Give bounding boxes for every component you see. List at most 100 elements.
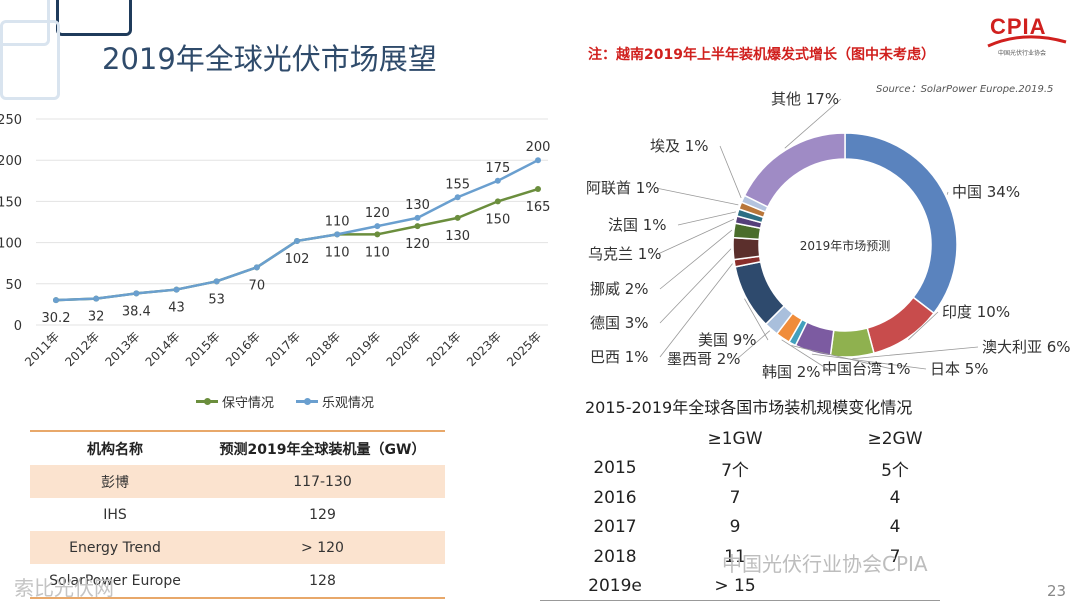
table-header-cell: 预测2019年全球装机量（GW） — [219, 441, 426, 458]
x-tick-label: 2021年 — [424, 329, 464, 369]
table-row: 2018 11 7 — [575, 542, 975, 572]
leader-line — [781, 339, 833, 373]
data-label: 110 — [325, 245, 350, 260]
x-tick-label: 2012年 — [62, 329, 102, 369]
x-tick-label: 2017年 — [263, 329, 303, 369]
leader-line — [657, 218, 735, 255]
table-row: IHS 129 — [30, 498, 445, 531]
slice-label: 墨西哥 2% — [667, 350, 741, 368]
data-label: 53 — [208, 292, 225, 307]
table-cell: > 15 — [714, 576, 756, 597]
decor-square-light — [0, 0, 50, 46]
logo-swoosh-icon — [987, 35, 1067, 48]
table-header-cell: 机构名称 — [87, 441, 143, 458]
table-cell: 117-130 — [293, 473, 352, 490]
table-row: 2019e > 15 — [575, 572, 975, 602]
table-cell: IHS — [103, 506, 127, 523]
table-row: SolarPower Europe 128 — [30, 564, 445, 597]
data-label: 110 — [325, 214, 350, 229]
slice-label: 德国 3% — [590, 314, 649, 332]
slice-label: 中国 34% — [952, 183, 1020, 201]
x-tick-label: 2018年 — [303, 329, 343, 369]
data-point — [213, 278, 220, 285]
data-label: 130 — [405, 198, 430, 213]
leader-line — [719, 145, 742, 199]
x-tick-label: 2015年 — [183, 329, 223, 369]
data-label: 120 — [405, 237, 430, 252]
decor-square-dark — [56, 0, 132, 36]
table-cell: SolarPower Europe — [49, 572, 181, 589]
table-row: 2015 7个 5个 — [575, 454, 975, 484]
table-header-cell: ≥1GW — [707, 428, 763, 449]
decor-square-light-2 — [0, 20, 60, 100]
slice-label: 中国台湾 1% — [822, 360, 911, 378]
corner-watermark: 索比光伏网 — [14, 576, 114, 600]
y-tick-label: 250 — [0, 113, 22, 128]
table-cell: 彭博 — [101, 474, 129, 491]
data-point — [494, 177, 501, 184]
x-tick-label: 2023年 — [464, 329, 504, 369]
leader-line — [655, 187, 739, 206]
market-table-title: 2015-2019年全球各国市场装机规模变化情况 — [585, 398, 913, 417]
slide-note: 注：越南2019年上半年装机爆发式增长（图中未考虑） — [588, 47, 935, 63]
logo-text: CPIA — [990, 14, 1047, 39]
data-label: 38.4 — [122, 304, 151, 319]
page-number: 23 — [1047, 582, 1067, 600]
data-label: 30.2 — [42, 311, 71, 326]
legend-item-conservative: 保守情况 — [196, 392, 274, 411]
leader-line — [946, 191, 949, 195]
table-cell: 7个 — [721, 460, 749, 481]
data-label: 175 — [485, 161, 510, 176]
donut-slice — [829, 327, 875, 358]
leader-line — [791, 345, 893, 370]
donut-center-title: 2019年市场预测 — [800, 238, 891, 253]
x-tick-label: 2011年 — [22, 329, 62, 369]
table-row: 2016 7 4 — [575, 483, 975, 513]
data-label: 150 — [485, 212, 510, 227]
table-bottom-rule — [30, 597, 445, 599]
legend-swatch-optimistic — [296, 398, 319, 405]
logo-subtext: 中国光伏行业协会 — [998, 50, 1047, 57]
table-cell: 2019e — [588, 576, 642, 597]
table-cell: 129 — [309, 506, 336, 523]
data-point — [454, 194, 461, 201]
line-chart: 0 50 100 150 200 250 2011年 2012年 2013年 2014年 2015年… — [0, 113, 551, 369]
slide-title: 2019年全球光伏市场展望 — [102, 42, 437, 76]
x-tick-label: 2014年 — [143, 329, 183, 369]
market-table-header-row: ≥1GW ≥2GW — [575, 424, 975, 454]
data-label: 165 — [526, 200, 551, 215]
data-point — [374, 223, 381, 230]
leader-line — [811, 353, 927, 370]
table-cell: 7 — [729, 487, 741, 508]
table-row: 彭博 117-130 — [30, 465, 445, 498]
market-size-table: 2015-2019年全球各国市场装机规模变化情况 ≥1GW ≥2GW 2015 … — [575, 396, 975, 601]
slice-label: 日本 5% — [930, 360, 989, 378]
slice-label: 澳大利亚 6% — [982, 338, 1071, 356]
table-header-cell: ≥2GW — [867, 428, 923, 449]
table-cell: 5个 — [881, 460, 909, 481]
table-cell: 2018 — [593, 546, 637, 567]
data-point — [334, 231, 341, 238]
table-cell: 4 — [889, 487, 901, 508]
x-tick-label: 2020年 — [384, 329, 424, 369]
slice-label: 乌克兰 1% — [588, 245, 662, 263]
table-cell: 9 — [729, 517, 741, 538]
source-text: Source：SolarPower Europe.2019.5 — [876, 84, 1054, 95]
market-table-bottom-rule — [540, 600, 940, 601]
data-point — [494, 198, 501, 205]
donut-slice — [732, 236, 761, 261]
data-label: 120 — [365, 206, 390, 221]
table-cell: 2017 — [593, 517, 637, 538]
x-tick-label: 2016年 — [223, 329, 263, 369]
y-tick-label: 200 — [0, 154, 22, 169]
slice-label: 阿联酋 1% — [586, 179, 660, 197]
leader-line — [852, 346, 979, 360]
leader-line — [677, 211, 736, 226]
leader-line — [659, 248, 732, 324]
cpia-logo: CPIA 中国光伏行业协会 — [984, 12, 1070, 62]
leader-line — [784, 98, 842, 149]
table-cell: Energy Trend — [69, 539, 161, 556]
legend-item-optimistic: 乐观情况 — [296, 392, 374, 411]
table-cell: 128 — [309, 572, 336, 589]
forecast-table: 机构名称 预测2019年全球装机量（GW） 彭博 117-130 IHS 129… — [30, 430, 445, 599]
